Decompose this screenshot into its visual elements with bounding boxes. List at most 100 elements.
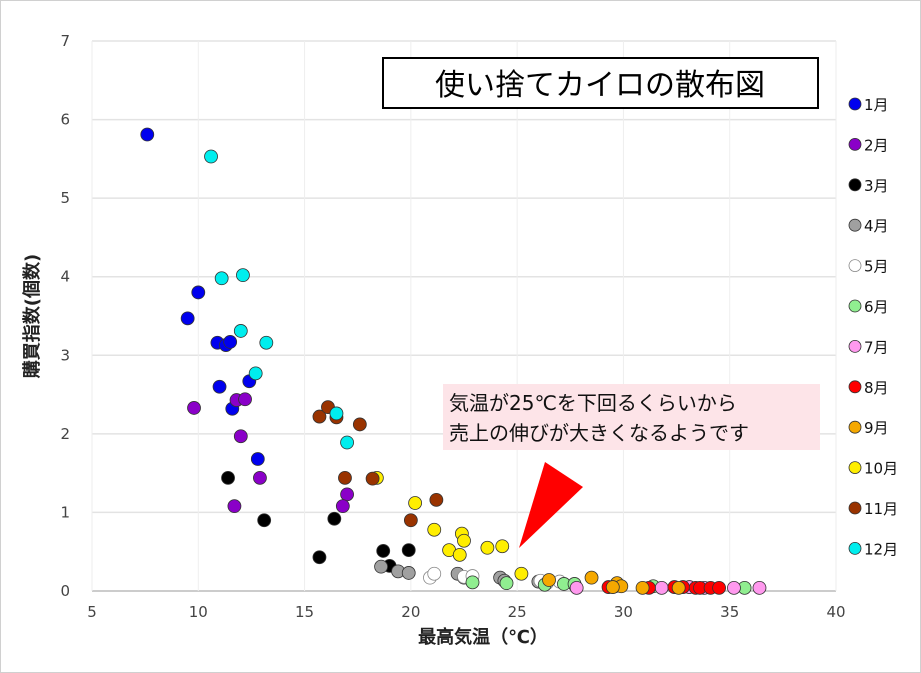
data-point xyxy=(542,573,556,587)
y-tick-label: 7 xyxy=(60,32,70,50)
data-point xyxy=(338,470,352,485)
legend-marker xyxy=(848,299,862,313)
data-point xyxy=(654,580,669,595)
arrow-pointer xyxy=(519,462,583,548)
legend-marker xyxy=(848,339,862,353)
data-point xyxy=(376,544,391,558)
y-tick-label: 3 xyxy=(60,346,70,364)
data-point xyxy=(671,580,686,595)
legend-marker xyxy=(848,420,862,434)
legend-label: 1月 xyxy=(864,96,889,114)
data-point xyxy=(329,406,344,421)
legend-marker xyxy=(848,380,862,394)
x-tick-label: 40 xyxy=(826,603,845,621)
tick-labels: 0 1 2 3 4 5 6 7 5 10 15 20 25 30 35 40 xyxy=(60,32,845,621)
data-point xyxy=(403,513,418,528)
legend-label: 8月 xyxy=(864,379,889,397)
data-point xyxy=(335,499,350,514)
legend-label: 2月 xyxy=(864,136,889,154)
x-tick-label: 35 xyxy=(720,603,739,621)
data-point xyxy=(401,543,416,558)
data-point xyxy=(212,379,227,394)
legend-label: 6月 xyxy=(864,298,889,316)
data-point xyxy=(312,550,327,565)
data-point xyxy=(340,487,354,502)
legend-marker xyxy=(848,259,862,273)
y-tick-label: 4 xyxy=(60,268,70,286)
legend-marker xyxy=(848,461,862,475)
data-point xyxy=(204,149,218,164)
x-tick-label: 15 xyxy=(295,603,314,621)
data-point xyxy=(223,335,238,349)
data-point xyxy=(465,575,480,590)
legend-marker xyxy=(848,218,862,232)
data-point xyxy=(221,470,235,485)
x-tick-label: 10 xyxy=(189,603,208,621)
data-point xyxy=(233,429,248,444)
x-tick-label: 20 xyxy=(401,603,420,621)
data-point xyxy=(233,324,248,338)
data-point xyxy=(187,401,201,415)
data-point xyxy=(752,580,767,595)
annotation-box xyxy=(443,384,820,450)
data-point xyxy=(408,496,423,510)
data-points xyxy=(140,127,767,595)
y-tick-label: 2 xyxy=(60,425,70,443)
x-axis-label: 最高気温（℃） xyxy=(418,626,548,648)
y-tick-label: 0 xyxy=(60,582,70,600)
annotation-line-2: 売上の伸びが大きくなるようです xyxy=(449,421,749,445)
y-tick-label: 6 xyxy=(60,111,70,129)
data-point xyxy=(327,511,342,526)
data-point xyxy=(452,547,467,562)
data-point xyxy=(352,417,367,432)
data-point xyxy=(365,471,380,486)
x-tick-label: 5 xyxy=(87,603,97,621)
x-tick-label: 25 xyxy=(508,603,527,621)
data-point xyxy=(248,366,263,381)
legend-marker xyxy=(848,137,862,151)
data-point xyxy=(569,580,584,595)
data-point xyxy=(712,580,726,595)
data-point xyxy=(259,335,274,350)
data-point xyxy=(401,566,416,580)
data-point xyxy=(727,580,741,595)
legend: 1月 2月 3月 4月 5月 6月 7月 8月 9月 10月 11月 12月 xyxy=(848,96,898,558)
annotation-line-1: 気温が25℃を下回るくらいから xyxy=(449,391,737,415)
legend-label: 11月 xyxy=(864,500,898,518)
legend-label: 9月 xyxy=(864,419,889,437)
data-point xyxy=(257,513,272,528)
data-point xyxy=(457,533,471,548)
y-axis-label: 購買指数(個数) xyxy=(21,254,43,379)
data-point xyxy=(499,576,514,591)
data-point xyxy=(429,492,444,507)
data-point xyxy=(427,566,442,581)
y-tick-label: 5 xyxy=(60,189,70,207)
y-tick-label: 1 xyxy=(60,503,70,521)
legend-label: 5月 xyxy=(864,258,889,276)
legend-marker xyxy=(848,178,862,192)
data-point xyxy=(340,435,354,450)
legend-label: 7月 xyxy=(864,338,889,356)
data-point xyxy=(584,570,599,585)
legend-label: 3月 xyxy=(864,177,889,195)
data-point xyxy=(480,540,495,555)
data-point xyxy=(514,566,529,581)
legend-marker xyxy=(848,501,862,515)
data-point xyxy=(238,392,252,407)
legend-label: 4月 xyxy=(864,217,889,235)
data-point xyxy=(236,268,250,283)
data-point xyxy=(374,559,388,574)
title-box xyxy=(382,57,819,109)
data-point xyxy=(495,539,510,554)
data-point xyxy=(191,285,206,300)
gridlines xyxy=(91,40,837,592)
chart-title: 使い捨てカイロの散布図 xyxy=(435,68,765,103)
data-point xyxy=(140,127,155,142)
data-point xyxy=(605,580,620,594)
data-point xyxy=(214,271,229,286)
data-point xyxy=(180,311,195,326)
legend-label: 10月 xyxy=(864,460,898,478)
legend-marker xyxy=(848,542,862,555)
data-point xyxy=(250,452,265,466)
data-point xyxy=(635,580,650,595)
